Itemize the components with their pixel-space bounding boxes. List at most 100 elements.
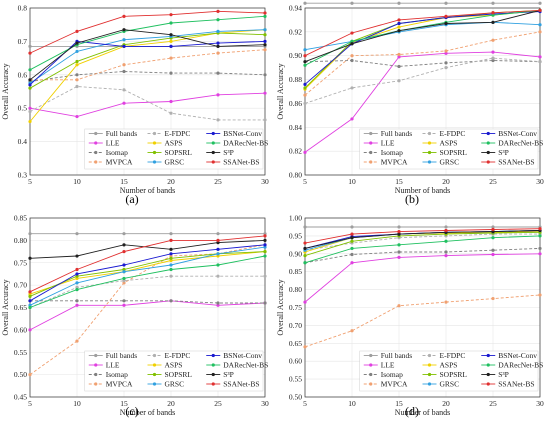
series-line-11 xyxy=(304,230,541,249)
legend-marker xyxy=(152,131,157,136)
legend-label: DARecNet-BS xyxy=(498,139,543,148)
x-axis-label: Number of bands xyxy=(120,186,176,195)
data-point xyxy=(397,230,401,234)
legend-marker xyxy=(486,382,490,386)
data-point xyxy=(122,243,126,247)
series-line-3 xyxy=(304,60,541,67)
data-point xyxy=(122,44,126,49)
legend-label: E-FDPC xyxy=(440,351,466,360)
legend-marker xyxy=(369,141,373,145)
data-point xyxy=(538,8,542,12)
data-point xyxy=(122,303,126,307)
data-point xyxy=(28,256,32,260)
data-point xyxy=(350,31,354,35)
data-point xyxy=(397,232,401,236)
legend-box xyxy=(359,128,539,170)
y-axis-label: Overall Accuracy xyxy=(276,279,285,335)
panel-label: (d) xyxy=(405,404,419,418)
legend-label: Isomap xyxy=(381,148,403,157)
data-point xyxy=(538,30,542,34)
data-point xyxy=(75,281,79,285)
legend-marker xyxy=(427,131,432,136)
y-tick-label: 0.94 xyxy=(289,4,302,13)
legend-marker xyxy=(486,353,490,358)
legend-marker xyxy=(486,372,490,377)
data-point xyxy=(350,39,354,44)
x-tick-label: 25 xyxy=(214,177,222,186)
x-tick-label: 15 xyxy=(120,177,128,186)
series-line-3 xyxy=(304,247,541,264)
data-point xyxy=(263,238,267,242)
legend-marker xyxy=(211,160,215,164)
legend-label: Isomap xyxy=(106,370,128,379)
x-axis-label: Number of bands xyxy=(395,408,451,417)
y-tick-label: 0.75 xyxy=(14,258,27,267)
x-tick-label: 30 xyxy=(536,177,544,186)
legend-label: ASPS xyxy=(165,361,183,370)
data-point xyxy=(75,84,79,89)
panel-label: (a) xyxy=(125,192,138,206)
data-point xyxy=(216,93,220,97)
data-point xyxy=(28,294,32,298)
legend-label: GRSC xyxy=(165,380,185,389)
data-point xyxy=(303,93,307,97)
data-point xyxy=(216,41,220,45)
data-point xyxy=(169,299,173,303)
x-axis-label: Number of bands xyxy=(120,408,176,417)
legend-marker xyxy=(427,353,432,358)
data-point xyxy=(28,292,32,296)
data-point xyxy=(263,118,267,122)
data-point xyxy=(444,51,448,55)
y-tick-label: 0.6 xyxy=(18,70,28,79)
legend-label: Full bands xyxy=(381,129,413,138)
data-point xyxy=(303,345,307,349)
x-tick-label: 30 xyxy=(261,399,269,408)
series-line-4 xyxy=(30,49,266,81)
y-tick-label: 0.80 xyxy=(289,285,302,294)
data-point xyxy=(169,238,173,242)
legend-label: S³P xyxy=(223,370,234,379)
y-tick-label: 0.82 xyxy=(289,147,302,156)
data-point xyxy=(350,117,354,121)
data-point xyxy=(169,21,173,25)
y-tick-label: 0.85 xyxy=(14,214,27,223)
data-point xyxy=(444,239,448,243)
data-point xyxy=(122,249,126,254)
y-tick-label: 0.4 xyxy=(18,137,28,146)
data-point xyxy=(75,276,79,281)
data-point xyxy=(263,232,267,236)
x-tick-label: 5 xyxy=(303,177,307,186)
legend-marker xyxy=(427,382,432,386)
data-point xyxy=(444,14,448,18)
data-point xyxy=(216,238,220,242)
data-point xyxy=(491,227,495,232)
data-point xyxy=(538,234,542,238)
series-line-11 xyxy=(29,239,266,259)
legend-marker xyxy=(152,372,157,377)
data-point xyxy=(122,232,126,236)
data-point xyxy=(216,241,220,245)
x-tick-label: 5 xyxy=(28,177,32,186)
y-tick-label: 0.70 xyxy=(289,321,302,330)
data-point xyxy=(75,29,79,33)
data-point xyxy=(491,50,495,54)
data-point xyxy=(169,247,173,251)
legend-marker xyxy=(211,382,215,386)
data-point xyxy=(216,29,220,33)
data-point xyxy=(169,56,173,60)
data-point xyxy=(263,234,267,238)
data-point xyxy=(75,232,79,236)
data-point xyxy=(28,290,32,294)
y-axis-label: Overall Accuracy xyxy=(1,63,10,119)
data-point xyxy=(169,254,173,258)
data-point xyxy=(303,300,307,304)
data-point xyxy=(350,232,354,236)
data-point xyxy=(397,29,401,33)
data-point xyxy=(303,82,307,86)
data-point xyxy=(169,258,173,263)
legend-marker xyxy=(94,150,98,155)
legend-marker xyxy=(211,150,215,155)
data-point xyxy=(303,48,307,52)
data-point xyxy=(397,304,401,308)
series-line-5 xyxy=(304,233,540,251)
